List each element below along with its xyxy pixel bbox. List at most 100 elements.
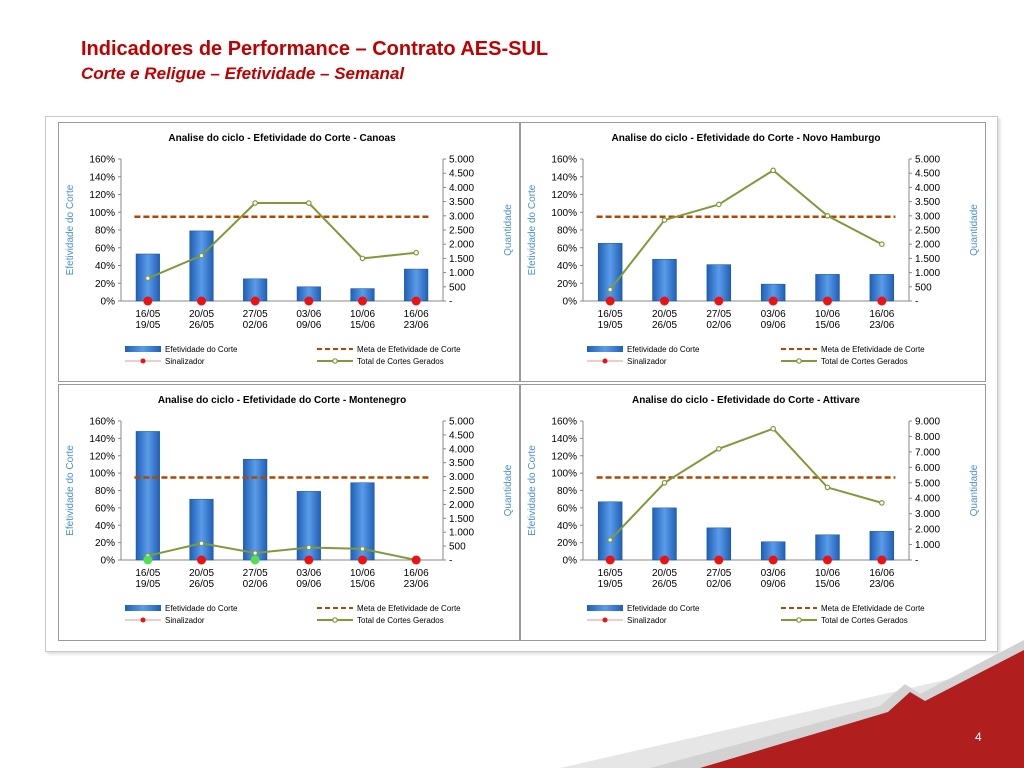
chart-title: Analise do ciclo - Efetividade do Corte … xyxy=(168,133,396,144)
x-tick-label: 20/05 xyxy=(652,309,677,320)
chart-svg: Analise do ciclo - Efetividade do Corte … xyxy=(65,395,514,625)
y-tick-label: 40% xyxy=(95,521,115,532)
y-tick-label: 60% xyxy=(95,243,115,254)
chart-svg: Analise do ciclo - Efetividade do Corte … xyxy=(527,133,980,366)
y-tick-label: 100% xyxy=(551,208,577,219)
y-axis-label: Efetividade do Corte xyxy=(527,184,538,275)
y2-tick-label: 3.500 xyxy=(449,197,474,208)
y-tick-label: 20% xyxy=(95,538,115,549)
sinalizador-dot xyxy=(605,555,615,565)
x-tick-label: 10/06 xyxy=(815,309,840,320)
total-point xyxy=(252,200,258,206)
sinalizador-dot xyxy=(358,296,367,306)
x-tick-label: 15/06 xyxy=(350,320,375,331)
total-point xyxy=(716,201,722,208)
x-tick-label: 16/06 xyxy=(869,568,894,579)
x-tick-label: 26/05 xyxy=(652,320,677,331)
y2-tick-label: 4.000 xyxy=(449,444,474,455)
x-tick-label: 16/05 xyxy=(135,568,160,579)
page-number: 4 xyxy=(975,730,982,744)
y-tick-label: 160% xyxy=(89,417,115,428)
x-tick-label: 26/05 xyxy=(189,320,214,331)
y-tick-label: 80% xyxy=(557,486,577,497)
x-tick-label: 02/06 xyxy=(706,579,731,590)
y2-tick-label: 4.000 xyxy=(915,494,940,505)
total-line xyxy=(147,202,417,280)
x-tick-label: 23/06 xyxy=(869,320,894,331)
x-tick-label: 10/06 xyxy=(350,309,375,320)
x-tick-label: 16/05 xyxy=(135,309,160,320)
x-tick-label: 23/06 xyxy=(404,579,429,590)
y2-tick-label: 3.000 xyxy=(915,211,940,222)
page-title: Indicadores de Performance – Contrato AE… xyxy=(81,38,549,60)
x-tick-label: 19/05 xyxy=(135,579,160,590)
y2-tick-label: 4.000 xyxy=(449,183,474,194)
x-tick-label: 27/05 xyxy=(706,309,731,320)
x-tick-label: 10/06 xyxy=(350,568,375,579)
y-tick-label: 140% xyxy=(551,172,577,183)
y2-tick-label: 2.000 xyxy=(915,525,940,536)
legend-bar-swatch xyxy=(587,605,623,611)
sinalizador-dot xyxy=(660,555,669,565)
y2-axis-label: Quantidade xyxy=(969,464,980,516)
y2-tick-label: 5.000 xyxy=(449,155,474,166)
x-tick-label: 23/06 xyxy=(404,320,429,331)
total-point xyxy=(607,286,613,293)
x-tick-label: 09/06 xyxy=(296,320,321,331)
x-tick-label: 03/06 xyxy=(296,568,321,579)
legend-total: Total de Cortes Gerados xyxy=(357,616,444,625)
y2-tick-label: 4.500 xyxy=(449,169,474,180)
legend-bar-swatch xyxy=(125,605,161,611)
sinalizador-dot xyxy=(823,296,832,306)
total-line xyxy=(147,542,417,561)
total-point xyxy=(359,546,366,552)
y2-tick-label: 1.000 xyxy=(915,540,940,551)
chart-panel-canoas: Analise do ciclo - Efetividade do Corte … xyxy=(58,122,520,382)
total-point xyxy=(824,213,831,219)
chart-svg: Analise do ciclo - Efetividade do Corte … xyxy=(65,133,514,366)
y2-tick-label: 2.000 xyxy=(915,240,940,251)
sinalizador-dot xyxy=(250,555,260,565)
y-tick-label: 20% xyxy=(557,538,577,549)
total-point xyxy=(716,445,722,452)
y2-tick-label: - xyxy=(449,297,452,308)
x-tick-label: 16/06 xyxy=(869,309,894,320)
sinalizador-dot xyxy=(197,296,206,306)
y-tick-label: 60% xyxy=(557,243,577,254)
y-tick-label: 0% xyxy=(101,297,116,308)
total-point xyxy=(770,167,776,174)
x-tick-label: 16/06 xyxy=(404,568,429,579)
legend-total-dot xyxy=(796,617,802,623)
x-tick-label: 26/05 xyxy=(189,579,214,590)
y2-tick-label: 3.000 xyxy=(449,211,474,222)
x-tick-label: 19/05 xyxy=(598,579,623,590)
chart-panel-novo-hamburgo: Analise do ciclo - Efetividade do Corte … xyxy=(520,122,986,382)
legend-total-dot xyxy=(796,358,802,364)
sinalizador-dot xyxy=(877,555,887,565)
x-tick-label: 03/06 xyxy=(761,309,786,320)
y-tick-label: 120% xyxy=(551,451,577,462)
y2-tick-label: 5.000 xyxy=(915,155,940,166)
legend-sinal-dot xyxy=(140,617,146,623)
y2-tick-label: 3.000 xyxy=(449,472,474,483)
y2-tick-label: - xyxy=(449,556,452,567)
chart-title: Analise do ciclo - Efetividade do Corte … xyxy=(612,133,881,144)
y2-axis-label: Quantidade xyxy=(503,464,514,516)
legend-efetividade: Efetividade do Corte xyxy=(165,345,238,354)
total-point xyxy=(145,275,151,282)
chart-title: Analise do ciclo - Efetividade do Corte … xyxy=(158,395,406,406)
sinalizador-dot xyxy=(411,296,421,306)
x-tick-label: 16/05 xyxy=(598,309,623,320)
total-point xyxy=(607,537,613,543)
sinalizador-dot xyxy=(304,296,314,306)
legend-total-dot xyxy=(332,358,338,364)
y2-tick-label: - xyxy=(915,556,918,567)
sinalizador-dot xyxy=(197,555,206,565)
y-tick-label: 60% xyxy=(557,503,577,514)
legend-sinal-dot xyxy=(602,617,608,623)
total-point xyxy=(359,255,366,262)
total-point xyxy=(661,217,668,223)
y-tick-label: 20% xyxy=(95,279,115,290)
total-point xyxy=(824,484,831,491)
